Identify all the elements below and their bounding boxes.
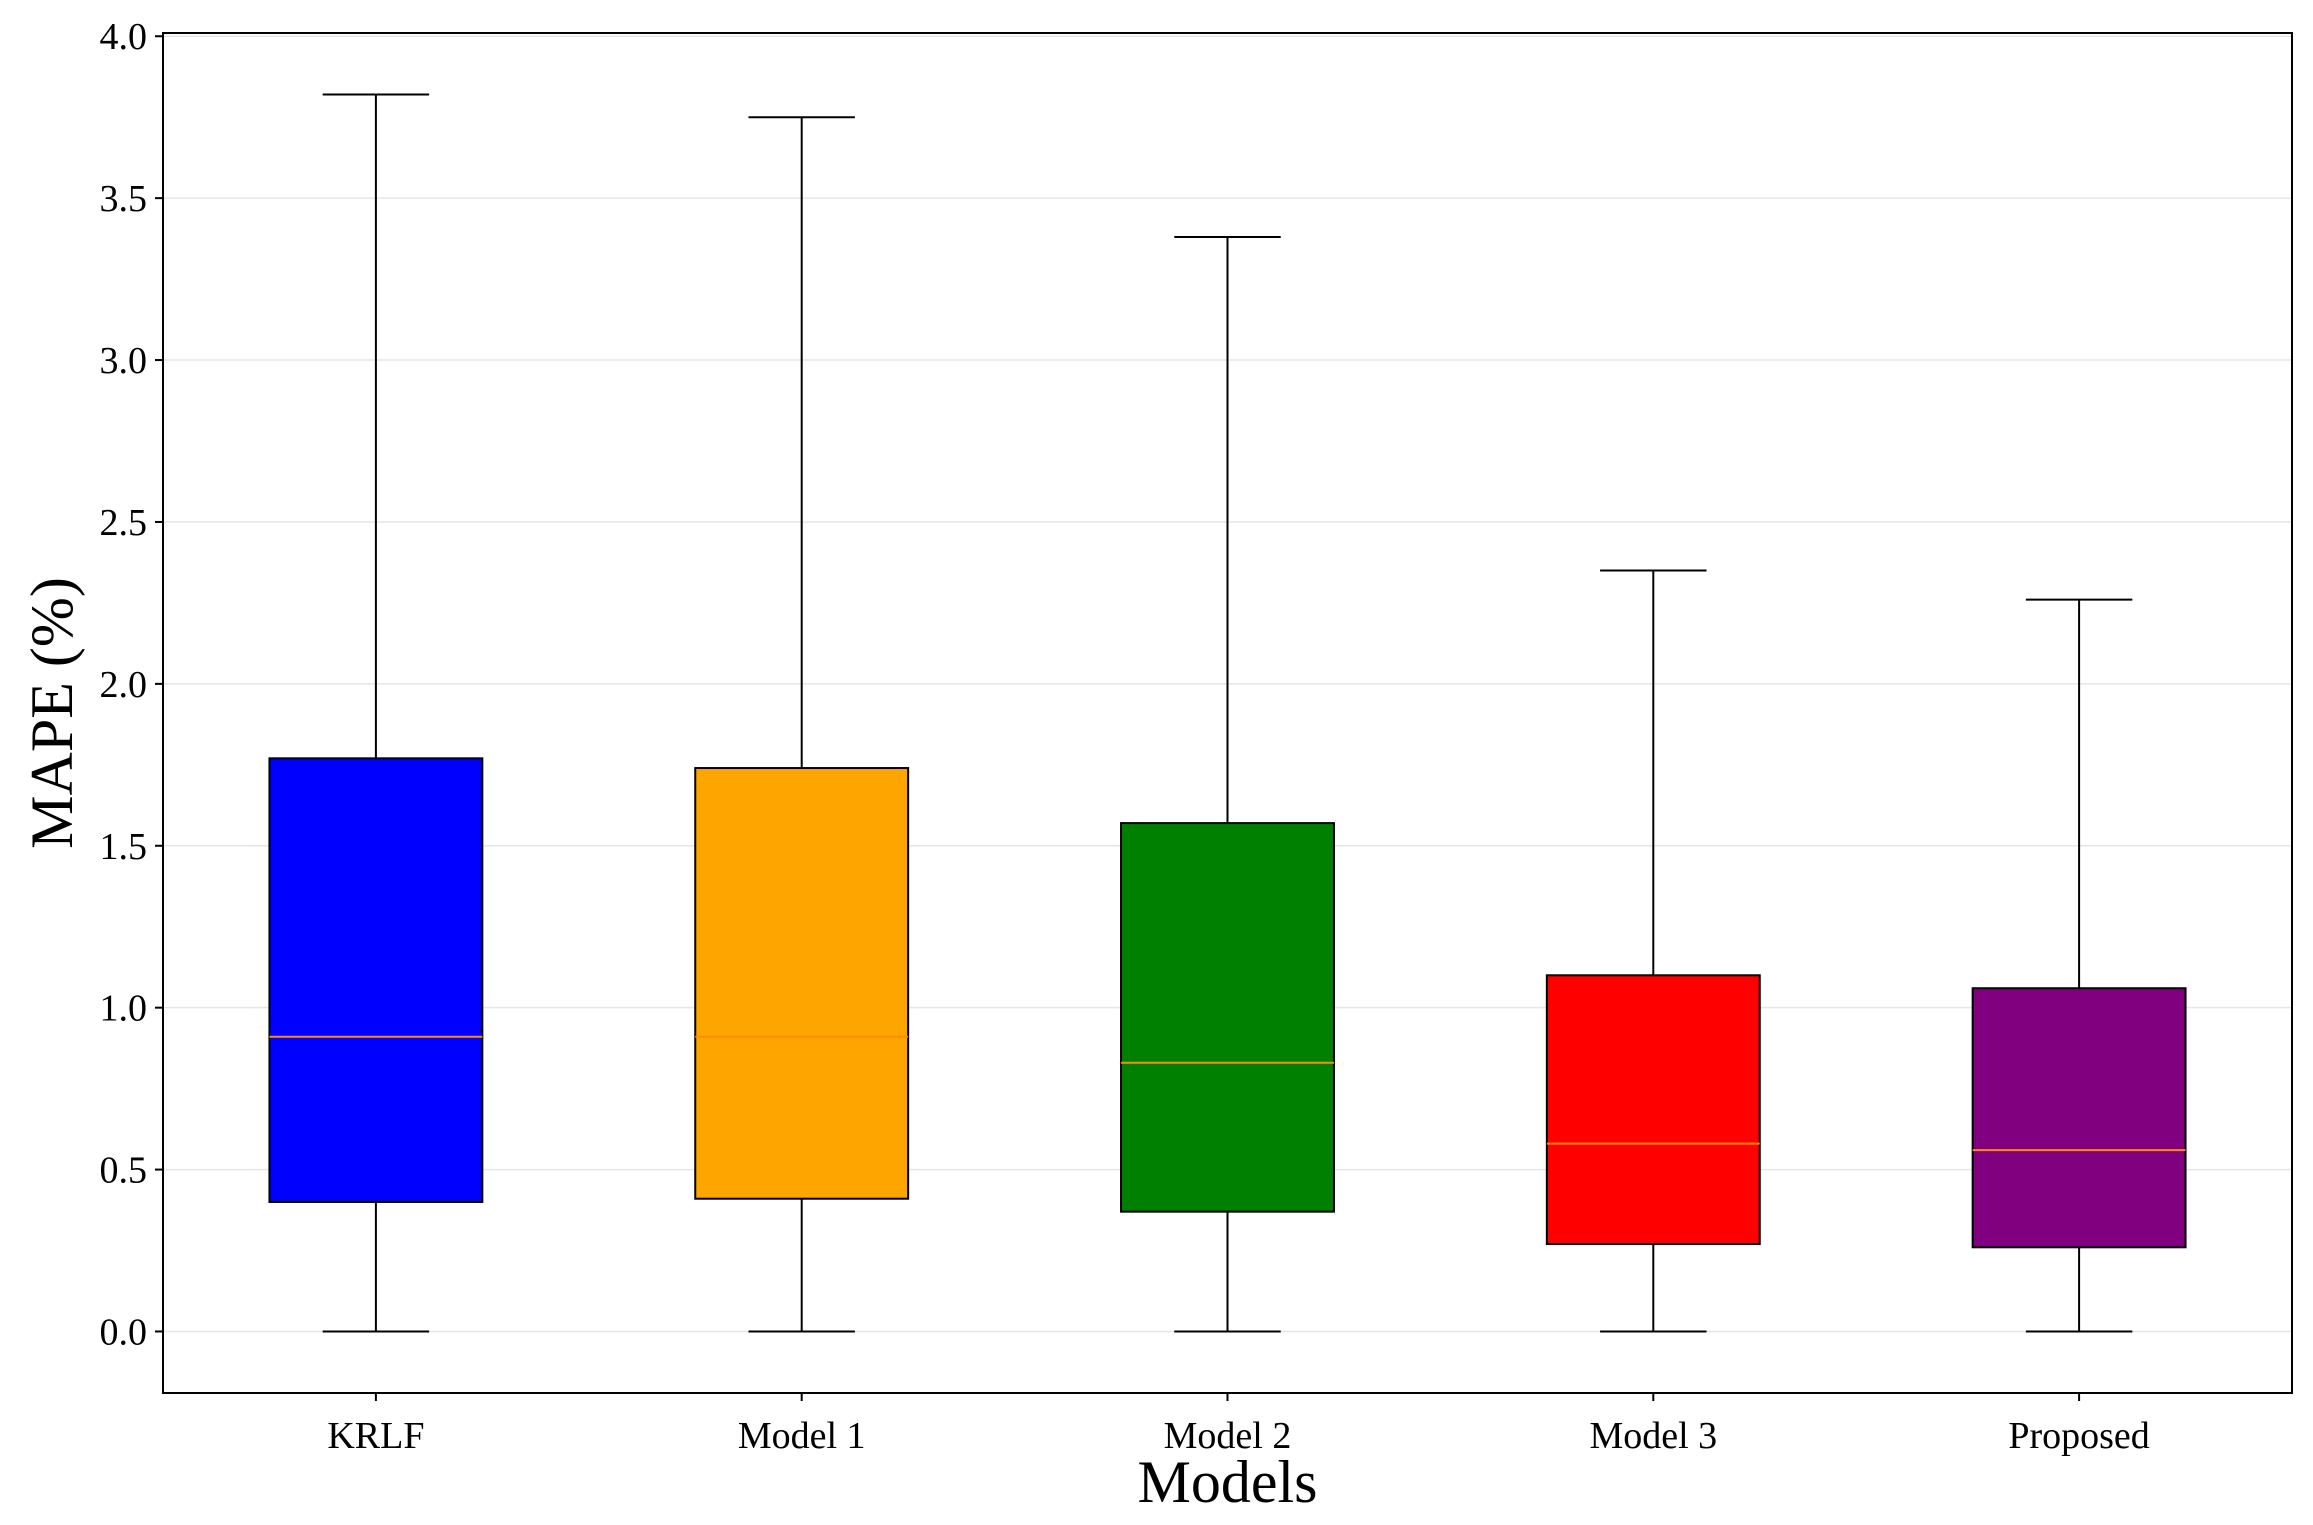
box-plot-model-1 [694,116,910,1333]
box-plot-model-2 [1120,236,1335,1333]
iqr-box [1971,987,2187,1249]
y-tick-label: 0.0 [100,1311,148,1353]
box-plot-model-3 [1545,569,1761,1333]
y-tick-label: 1.0 [100,988,148,1030]
y-tick-label: 3.5 [100,178,148,220]
x-tick-label: Proposed [2008,1415,2149,1457]
iqr-box [1120,822,1335,1213]
x-tick-label: Model 1 [738,1415,866,1457]
x-tick-label: KRLF [327,1415,424,1457]
y-axis-ticks: 0.0 0.5 1.0 1.5 2.0 2.5 3.0 3.5 4.0 [100,16,163,1353]
box-plot-proposed [1971,598,2187,1333]
x-axis-ticks: KRLF Model 1 Model 2 Model 3 Proposed [327,1393,2150,1457]
y-tick-label: 0.5 [100,1150,148,1192]
box-plots [268,93,2187,1333]
y-tick-label: 4.0 [100,16,148,58]
iqr-box [1545,974,1761,1246]
x-axis-title: Models [1138,1449,1318,1515]
x-tick-label: Model 2 [1164,1415,1292,1457]
iqr-box [268,757,484,1203]
iqr-box [694,767,910,1200]
x-tick-label: Model 3 [1589,1415,1717,1457]
y-tick-label: 3.0 [100,340,148,382]
y-tick-label: 2.0 [100,664,148,706]
y-tick-label: 1.5 [100,826,148,868]
box-plot-krlf [268,93,484,1333]
y-tick-label: 2.5 [100,502,148,544]
y-axis-title: MAPE (%) [19,577,85,849]
